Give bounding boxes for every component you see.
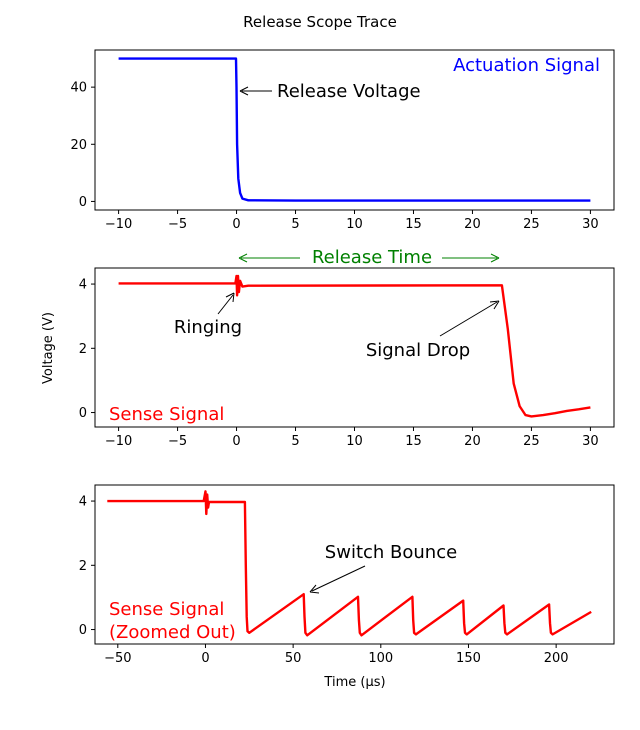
ringing-label: Ringing	[174, 317, 242, 338]
y-tick-label: 0	[79, 406, 87, 421]
y-tick-label: 0	[79, 195, 87, 210]
middle-panel: −10 −5 0 5 10 15 20 25 30 0 2 4 Voltage (V) Ringing…	[41, 267, 615, 449]
y-tick-label: 40	[70, 81, 87, 96]
signal-drop-arrowhead	[489, 300, 500, 310]
y-tick-label: 0	[79, 623, 87, 638]
x-tick-label: 5	[291, 217, 299, 232]
x-tick-label: −10	[105, 434, 132, 449]
y-tick-label: 20	[70, 138, 87, 153]
x-tick-label: 25	[523, 217, 540, 232]
series-line-0	[118, 274, 591, 418]
switch-bounce-arrow	[311, 565, 366, 592]
release-time-annotation: Release Time	[238, 247, 500, 268]
series-line-0	[118, 57, 591, 202]
x-tick-label: 10	[346, 217, 363, 232]
release-voltage-annotation: Release Voltage	[239, 81, 421, 102]
x-tick-label: 25	[523, 434, 540, 449]
release-voltage-label: Release Voltage	[277, 81, 421, 102]
actuation-signal-line	[118, 57, 591, 202]
x-tick-label: 30	[582, 217, 599, 232]
sense-signal-label: Sense Signal	[109, 404, 224, 425]
x-tick-label: 0	[232, 434, 240, 449]
switch-bounce-annotation: Switch Bounce	[309, 542, 457, 594]
figure-title: Release Scope Trace	[243, 13, 397, 31]
sense-signal-zoomed-out-line	[107, 490, 592, 637]
x-tick-label: 20	[464, 434, 481, 449]
ringing-arrow	[217, 294, 234, 315]
sense-signal-zoomed-label-line2: (Zoomed Out)	[109, 622, 236, 643]
switch-bounce-label: Switch Bounce	[325, 542, 457, 563]
x-tick-label: 30	[582, 434, 599, 449]
bottom-axes: −50 0 50 100 150 200 0 2 4	[79, 484, 615, 666]
x-tick-label: 15	[405, 434, 422, 449]
x-tick-label: 0	[232, 217, 240, 232]
ringing-arrowhead	[225, 292, 235, 303]
signal-drop-arrow	[439, 301, 498, 337]
plot-frame	[94, 484, 615, 645]
sense-signal-zoomed-label-line1: Sense Signal	[109, 599, 224, 620]
signal-drop-label: Signal Drop	[366, 340, 470, 361]
x-tick-label: 15	[405, 217, 422, 232]
y-tick-label: 2	[79, 342, 87, 357]
x-tick-label: 200	[544, 651, 569, 666]
actuation-signal-label: Actuation Signal	[453, 55, 600, 76]
x-tick-label: −50	[104, 651, 131, 666]
middle-axes: −10 −5 0 5 10 15 20 25 30 0 2 4	[79, 267, 615, 449]
x-tick-label: 150	[456, 651, 481, 666]
sense-signal-line	[118, 274, 591, 418]
release-time-label: Release Time	[312, 247, 432, 268]
release-time-arrowhead-left	[238, 253, 248, 263]
ringing-annotation: Ringing	[174, 292, 242, 338]
x-tick-label: 50	[285, 651, 302, 666]
signal-drop-annotation: Signal Drop	[366, 300, 500, 361]
release-time-arrowhead-right	[490, 253, 500, 263]
x-tick-label: −5	[168, 217, 187, 232]
x-axis-label: Time (μs)	[323, 675, 385, 690]
y-axis-label: Voltage (V)	[41, 312, 56, 384]
y-tick-label: 4	[79, 495, 87, 510]
y-tick-label: 4	[79, 278, 87, 293]
bottom-panel: −50 0 50 100 150 200 0 2 4 Switch Bounce Sense S…	[79, 484, 615, 690]
release-voltage-arrowhead	[239, 86, 249, 96]
x-tick-label: 20	[464, 217, 481, 232]
x-tick-label: −5	[168, 434, 187, 449]
series-line-0	[107, 490, 592, 637]
x-tick-label: 10	[346, 434, 363, 449]
top-axes: −10 −5 0 5 10 15 20 25 30 0 20 40	[70, 49, 615, 232]
x-tick-label: 100	[368, 651, 393, 666]
y-tick-label: 2	[79, 559, 87, 574]
x-tick-label: 0	[201, 651, 209, 666]
x-tick-label: 5	[291, 434, 299, 449]
switch-bounce-arrowhead	[309, 584, 320, 594]
x-tick-label: −10	[105, 217, 132, 232]
